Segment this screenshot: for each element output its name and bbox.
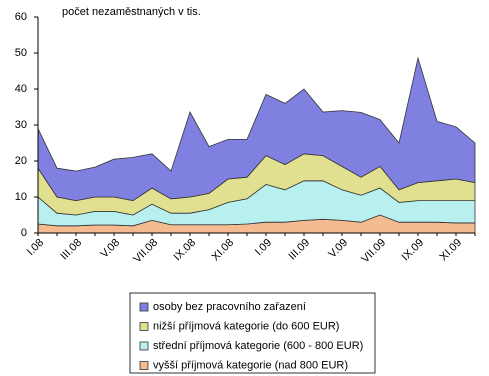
y-tick-label: 10: [15, 191, 27, 203]
x-tick-label: VII.08: [131, 237, 160, 266]
legend-label: osoby bez pracovního zařazení: [153, 301, 306, 313]
legend-swatch: [139, 341, 149, 351]
x-tick-label: I.08: [25, 237, 46, 258]
legend-label: střední příjmová kategorie (600 - 800 EU…: [153, 340, 363, 352]
x-tick-label: I.09: [253, 237, 274, 258]
legend-swatch: [139, 361, 149, 370]
x-tick-label: VII.09: [359, 237, 388, 266]
chart-title: počet nezaměstnaných v tis.: [62, 6, 201, 18]
y-tick-label: 20: [15, 155, 27, 167]
x-tick-label: IX.08: [172, 237, 199, 264]
y-tick-label: 60: [15, 11, 27, 23]
legend-box: [129, 292, 376, 374]
area: [37, 56, 476, 202]
x-tick-label: V.09: [326, 237, 350, 261]
x-tick-label: IX.09: [400, 237, 427, 264]
legend-swatch: [139, 302, 149, 312]
y-tick-label: 0: [21, 227, 27, 239]
x-tick-label: III.09: [286, 237, 312, 263]
y-tick-label: 50: [15, 47, 27, 59]
legend-label: vyšší příjmová kategorie (nad 800 EUR): [153, 359, 348, 371]
y-tick-label: 40: [15, 83, 27, 95]
x-tick-label: V.08: [98, 237, 122, 261]
y-tick-label: 30: [15, 119, 27, 131]
x-tick-label: XI.08: [210, 237, 237, 264]
x-tick-label: III.08: [58, 237, 84, 263]
legend-label: nižší příjmová kategorie (do 600 EUR): [153, 320, 339, 332]
x-tick-label: XI.09: [438, 237, 465, 264]
legend-swatch: [139, 322, 149, 331]
